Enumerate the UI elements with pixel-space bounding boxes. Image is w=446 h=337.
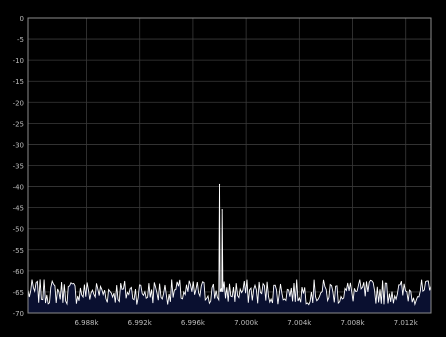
y-axis: 0 -5 -10 -15 -20 -25 -30 -35 -40 -45 -50 -55 -60 -65 -… [13, 15, 24, 318]
y-tick-label: -35 [13, 163, 24, 171]
x-axis: 6.988k 6.992k 6.996k 7.000k 7.004k 7.008k 7.01… [74, 319, 418, 327]
y-tick-label: -60 [13, 268, 24, 276]
x-tick-label: 7.008k [340, 319, 365, 327]
y-tick-label: -10 [13, 57, 24, 65]
series-layer [27, 183, 432, 313]
y-tick-label: -55 [13, 247, 24, 255]
y-tick-label: -40 [13, 184, 24, 192]
y-tick-label: -45 [13, 205, 24, 213]
x-tick-label: 6.992k [128, 319, 153, 327]
peak-point [218, 183, 221, 186]
y-tick-label: -15 [13, 78, 24, 86]
x-tick-label: 6.988k [74, 319, 99, 327]
x-tick-label: 7.000k [234, 319, 259, 327]
y-tick-label: -30 [13, 141, 24, 149]
x-tick-label: 7.012k [394, 319, 419, 327]
y-tick-label: 0 [20, 15, 24, 23]
y-tick-label: -5 [17, 36, 24, 44]
series-line [27, 184, 432, 307]
x-tick-label: 7.004k [287, 319, 312, 327]
x-tick-label: 6.996k [181, 319, 206, 327]
y-tick-label: -70 [13, 310, 24, 318]
plot-border [27, 17, 432, 314]
y-tick-label: -65 [13, 289, 24, 297]
secondary-peak-point [221, 209, 223, 211]
y-tick-label: -50 [13, 226, 24, 234]
y-tick-label: -25 [13, 120, 24, 128]
y-tick-label: -20 [13, 99, 24, 107]
